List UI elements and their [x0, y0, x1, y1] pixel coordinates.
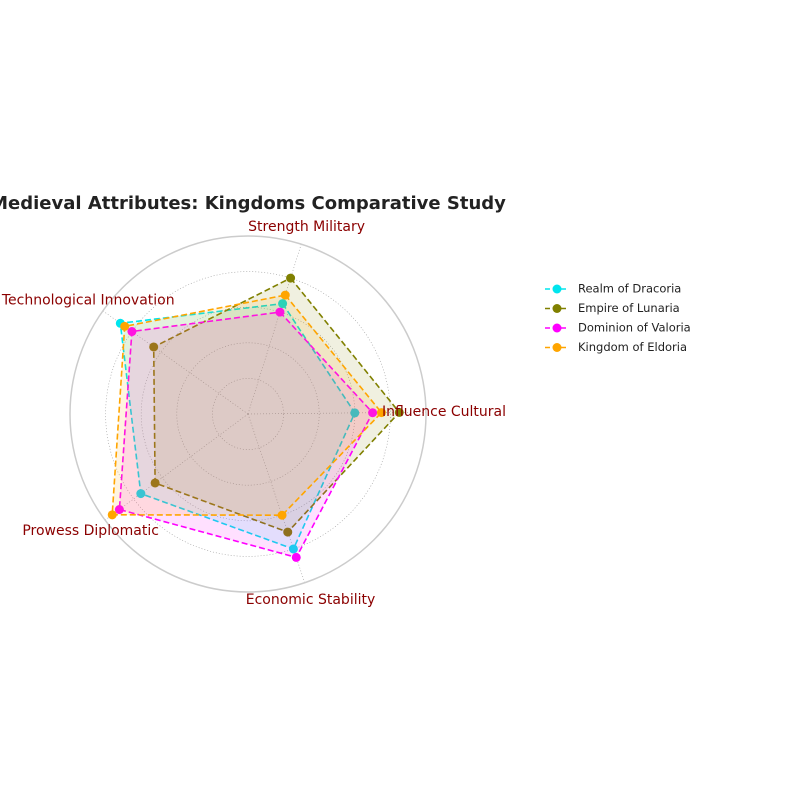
data-point [107, 510, 117, 520]
legend-item: Empire of Lunaria [545, 301, 680, 315]
data-point [120, 321, 130, 331]
legend: Realm of Dracoria Empire of Lunaria Domini… [545, 282, 691, 354]
data-point [350, 408, 360, 418]
axis-label: Technological Innovation [1, 292, 175, 308]
data-point [283, 527, 293, 537]
series-area [112, 295, 382, 516]
axis-label: Prowess Diplomatic [22, 523, 159, 539]
data-point [368, 408, 378, 418]
series-line [119, 302, 356, 551]
legend-label: Empire of Lunaria [578, 301, 680, 315]
grid-ring [212, 378, 284, 450]
data-point [280, 290, 290, 300]
data-point [376, 408, 386, 418]
series-area [119, 312, 373, 558]
data-point [277, 510, 287, 520]
radar-series [107, 273, 404, 562]
chart-title: Medieval Attributes: Kingdoms Comparativ… [0, 193, 506, 214]
axis-label: Strength Military [248, 219, 365, 235]
legend-marker [552, 304, 562, 313]
series-group [115, 299, 360, 554]
data-point [114, 505, 124, 515]
data-point [149, 342, 159, 352]
data-point [286, 273, 296, 283]
axis-label: Economic Stability [246, 592, 376, 608]
axis-label: Influence Cultural [382, 404, 506, 420]
legend-item: Kingdom of Eldoria [545, 340, 687, 354]
series-area [153, 278, 400, 533]
series-group [149, 273, 404, 537]
data-point [291, 552, 301, 562]
legend-marker [552, 343, 562, 352]
series-line [152, 277, 401, 534]
series-line [111, 294, 383, 517]
data-point [136, 489, 146, 499]
series-group [107, 290, 386, 520]
legend-item: Dominion of Valoria [545, 321, 691, 335]
outer-frame [69, 235, 427, 593]
series-line [118, 311, 374, 559]
data-point [275, 307, 285, 317]
data-point [394, 407, 404, 417]
series-area [120, 303, 355, 549]
legend-label: Dominion of Valoria [578, 321, 691, 335]
legend-label: Kingdom of Eldoria [578, 340, 687, 354]
series-group [114, 307, 378, 562]
legend-marker [552, 284, 562, 294]
legend-marker [552, 323, 562, 333]
data-point [127, 327, 137, 337]
grid-ring [176, 342, 320, 486]
grid-ring [105, 271, 391, 557]
data-point [150, 478, 160, 488]
data-point [288, 544, 298, 554]
legend-label: Realm of Dracoria [578, 282, 681, 296]
data-point [278, 299, 288, 309]
legend-item: Realm of Dracoria [545, 282, 681, 296]
axis-labels: Strength Military Influence Cultural Econo… [1, 219, 506, 608]
